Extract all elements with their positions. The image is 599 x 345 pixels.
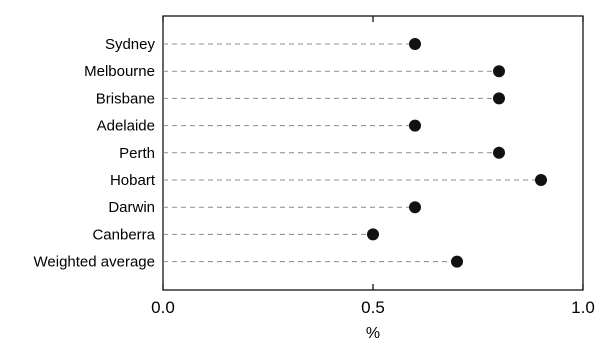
category-label-sydney: Sydney <box>105 36 156 53</box>
category-label-hobart: Hobart <box>110 172 156 189</box>
category-label-canberra: Canberra <box>92 226 155 243</box>
data-point-hobart <box>535 174 547 186</box>
x-tick-label-0: 0.0 <box>151 298 175 317</box>
category-label-darwin: Darwin <box>108 199 155 216</box>
data-point-brisbane <box>493 92 505 105</box>
category-label-weighted-average: Weighted average <box>34 254 155 271</box>
data-point-adelaide <box>409 119 421 132</box>
data-point-melbourne <box>493 65 505 78</box>
x-tick-label-1: 0.5 <box>361 298 385 317</box>
data-points <box>367 38 547 268</box>
data-point-canberra <box>367 228 379 241</box>
x-axis-ticks <box>162 16 584 290</box>
category-labels: Sydney Melbourne Brisbane Adelaide Perth Hoba… <box>34 36 156 271</box>
category-label-adelaide: Adelaide <box>97 118 155 135</box>
x-tick-labels: 0.0 0.5 1.0 <box>151 298 595 317</box>
data-point-perth <box>493 146 505 159</box>
category-label-perth: Perth <box>119 145 155 162</box>
category-label-melbourne: Melbourne <box>84 63 155 80</box>
data-point-sydney <box>409 38 421 50</box>
x-axis-title: % <box>366 325 380 342</box>
data-point-darwin <box>409 201 421 214</box>
category-label-brisbane: Brisbane <box>96 90 155 107</box>
data-point-weighted-average <box>451 255 463 268</box>
x-tick-label-2: 1.0 <box>571 298 595 317</box>
leader-lines <box>163 43 541 263</box>
